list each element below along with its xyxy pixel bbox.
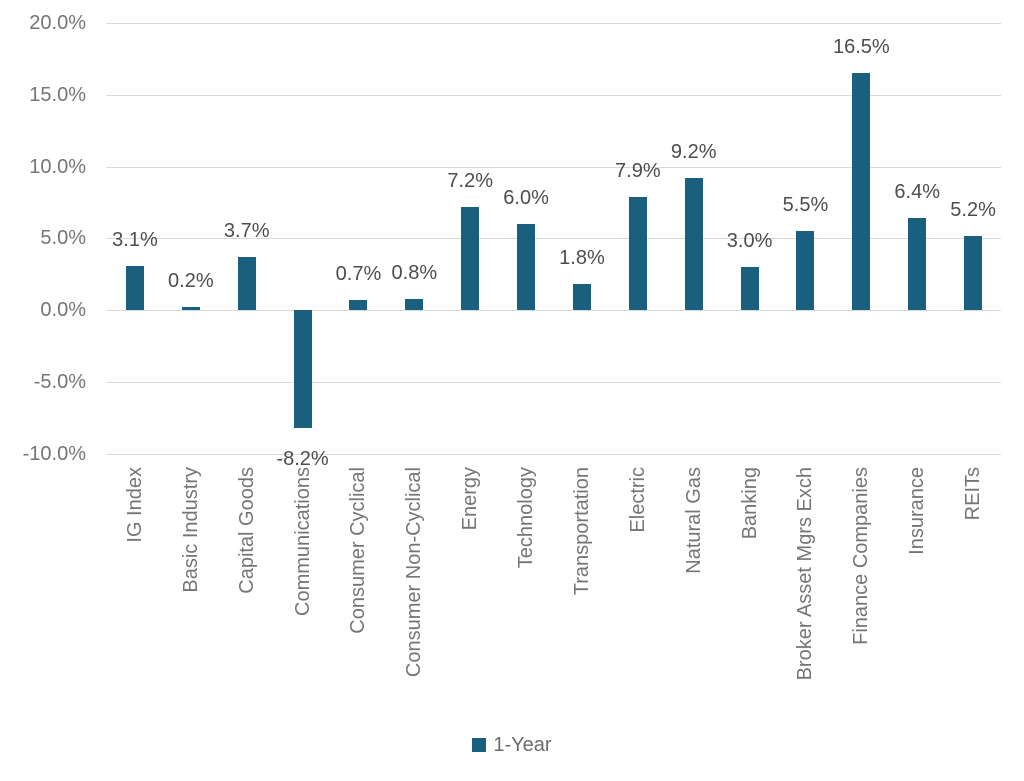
bar <box>628 196 647 311</box>
x-axis-category-label-text: Consumer Cyclical <box>347 467 370 634</box>
x-axis-category-label: Insurance <box>905 467 929 555</box>
x-axis-category-label: Technology <box>514 467 538 568</box>
data-label: 3.0% <box>726 230 773 253</box>
x-axis-category-label-text: Broker Asset Mgrs Exch <box>794 467 817 681</box>
bar <box>237 257 256 311</box>
bar <box>964 235 983 311</box>
data-label: 7.9% <box>615 159 661 182</box>
bar <box>908 218 927 311</box>
data-label: 5.5% <box>782 194 829 217</box>
bar <box>796 231 815 311</box>
y-axis-tick-label: 15.0% <box>29 83 86 106</box>
x-axis-category-label: REITs <box>961 467 985 520</box>
gridline <box>107 23 1001 24</box>
x-axis-category-label-text: Transportation <box>570 467 593 596</box>
bar <box>740 267 759 311</box>
x-axis-category-label-text: IG Index <box>123 467 146 543</box>
data-label: 6.4% <box>894 181 940 204</box>
x-axis-category-label-text: Finance Companies <box>850 467 873 645</box>
x-axis-category-label-text: Capital Goods <box>235 467 258 594</box>
bar <box>684 178 703 311</box>
x-axis-category-label-text: Energy <box>459 467 482 531</box>
x-axis-category-label-text: Banking <box>738 467 761 540</box>
data-label: 5.2% <box>950 198 996 221</box>
bar <box>517 224 536 311</box>
x-axis-category-label-text: Technology <box>515 467 538 569</box>
legend-swatch-icon <box>472 738 487 752</box>
x-axis-category-label: Basic Industry <box>179 467 203 593</box>
x-axis-category-label: Electric <box>626 467 650 533</box>
data-label: 7.2% <box>447 169 493 192</box>
x-axis-category-label: Transportation <box>570 467 594 595</box>
gridline <box>107 453 1001 455</box>
y-axis-tick-label: -5.0% <box>33 371 86 393</box>
x-axis-category-label: Natural Gas <box>682 467 706 574</box>
data-label: 0.2% <box>168 270 214 293</box>
gridline <box>107 238 1001 240</box>
gridline <box>107 382 1001 383</box>
y-axis-tick-label: 10.0% <box>29 155 86 178</box>
x-axis-category-label: Capital Goods <box>235 467 259 594</box>
data-label: 9.2% <box>670 141 717 164</box>
bar <box>852 73 871 311</box>
x-axis-category-label-text: Consumer Non-Cyclical <box>403 467 426 678</box>
x-axis-category-label: Communications <box>291 467 315 616</box>
bar <box>572 284 591 311</box>
y-axis-tick-label: 20.0% <box>29 12 86 34</box>
gridline <box>107 166 1001 168</box>
x-axis-category-label-text: REITs <box>962 467 985 521</box>
x-axis-category-label: Banking <box>738 467 762 539</box>
gridline <box>107 310 1001 312</box>
x-axis-category-label: Consumer Cyclical <box>346 467 370 634</box>
y-axis-tick-label: 5.0% <box>40 227 86 250</box>
data-label: 6.0% <box>503 187 549 210</box>
data-label: 3.1% <box>112 228 158 251</box>
x-axis-category-label: Broker Asset Mgrs Exch <box>793 467 817 680</box>
data-label: 16.5% <box>832 36 890 59</box>
x-axis-category-label-text: Insurance <box>906 467 929 555</box>
x-axis-category-label: Finance Companies <box>849 467 873 645</box>
x-axis-category-label: Energy <box>458 467 482 530</box>
x-axis-category-label-text: Natural Gas <box>682 467 705 574</box>
bar <box>293 310 312 428</box>
bar <box>405 298 424 311</box>
y-axis-tick-label: -10.0% <box>22 442 86 465</box>
x-axis-category-label: IG Index <box>123 467 147 543</box>
data-label: 3.7% <box>223 220 270 243</box>
bar <box>181 307 200 311</box>
data-label: 0.7% <box>335 263 382 286</box>
x-axis-category-label-text: Basic Industry <box>179 467 202 593</box>
data-label: 1.8% <box>559 247 605 270</box>
x-axis-category-label-text: Electric <box>626 467 649 533</box>
x-axis-category-label: Consumer Non-Cyclical <box>402 467 426 677</box>
bar <box>461 206 480 311</box>
data-label: 0.8% <box>391 261 438 284</box>
legend: 1-Year <box>0 733 1024 757</box>
legend-label: 1-Year <box>493 734 552 756</box>
y-axis-tick-label: 0.0% <box>40 299 86 322</box>
gridline <box>107 94 1001 96</box>
bar <box>125 265 144 311</box>
data-label: -8.2% <box>276 447 329 470</box>
bar <box>349 300 368 311</box>
x-axis-category-label-text: Communications <box>291 467 314 616</box>
